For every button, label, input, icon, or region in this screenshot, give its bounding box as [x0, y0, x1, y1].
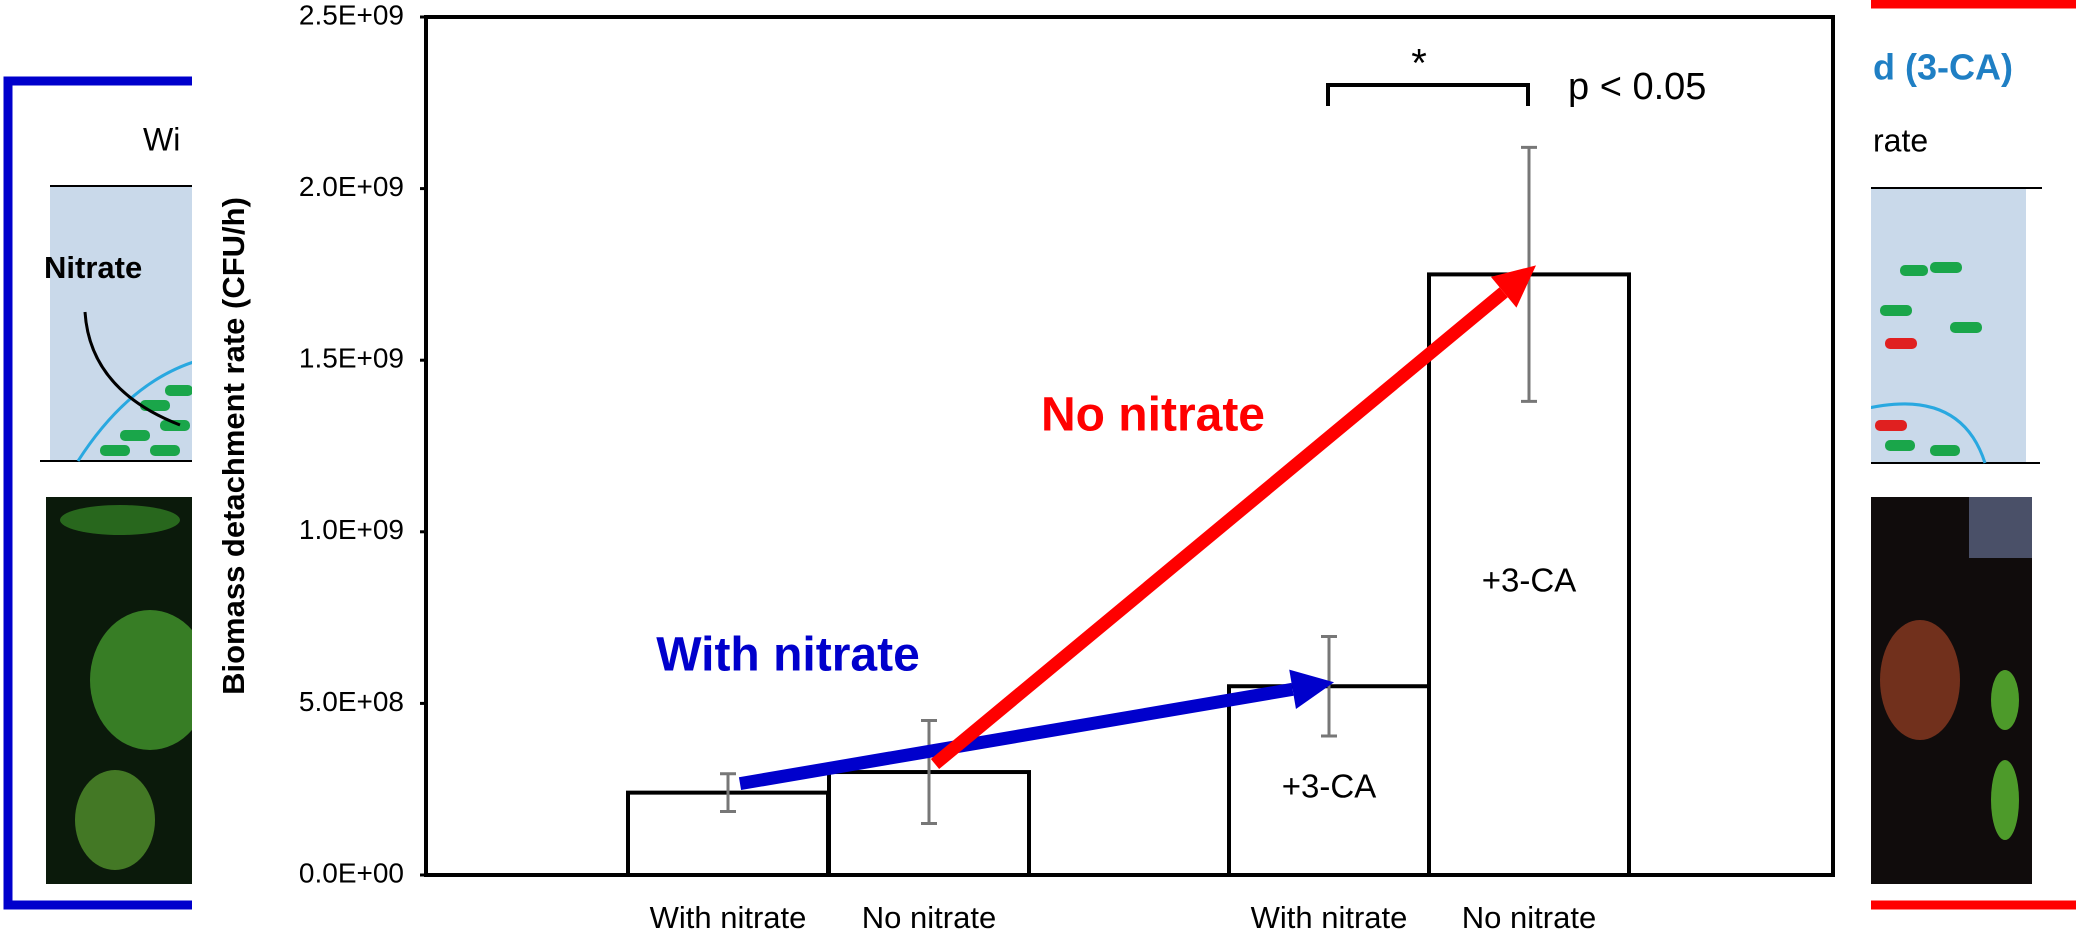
- micrograph-blob: [60, 505, 180, 535]
- micrograph-blob: [1880, 620, 1960, 740]
- panel-label: Nitrate: [44, 250, 142, 285]
- medium: [50, 186, 200, 461]
- significance-marker: *: [1411, 42, 1427, 86]
- y-tick-label: 2.5E+09: [299, 0, 404, 30]
- y-tick-label: 0.0E+00: [299, 857, 404, 888]
- annotation: No nitrate: [1041, 389, 1265, 442]
- panel-heading: d (3-CA): [1873, 47, 2013, 88]
- annotation: With nitrate: [656, 629, 920, 682]
- x-tick-label: With nitrate: [650, 900, 807, 935]
- figure: Wi Nitrate d (3-CA) rate Biomass detachm…: [0, 0, 2076, 937]
- y-tick-label: 1.5E+09: [299, 343, 404, 374]
- significance-label: p < 0.05: [1568, 66, 1706, 108]
- micrograph-blob: [75, 770, 155, 870]
- x-tick-label: No nitrate: [862, 900, 996, 935]
- y-tick-label: 2.0E+09: [299, 171, 404, 202]
- panel-heading: Wi: [143, 121, 180, 157]
- bar-label: +3-CA: [1482, 561, 1576, 598]
- micrograph-strip: [1969, 497, 2032, 558]
- y-axis-title: Biomass detachment rate (CFU/h): [216, 197, 251, 695]
- y-tick-label: 5.0E+08: [299, 686, 404, 717]
- micrograph-blob: [1991, 760, 2019, 840]
- y-tick-label: 1.0E+09: [299, 514, 404, 545]
- panel-subheading: rate: [1873, 122, 1928, 158]
- micrograph-blob: [1991, 670, 2019, 730]
- bar-label: +3-CA: [1282, 767, 1376, 804]
- x-tick-label: With nitrate: [1251, 900, 1408, 935]
- x-tick-label: No nitrate: [1462, 900, 1596, 935]
